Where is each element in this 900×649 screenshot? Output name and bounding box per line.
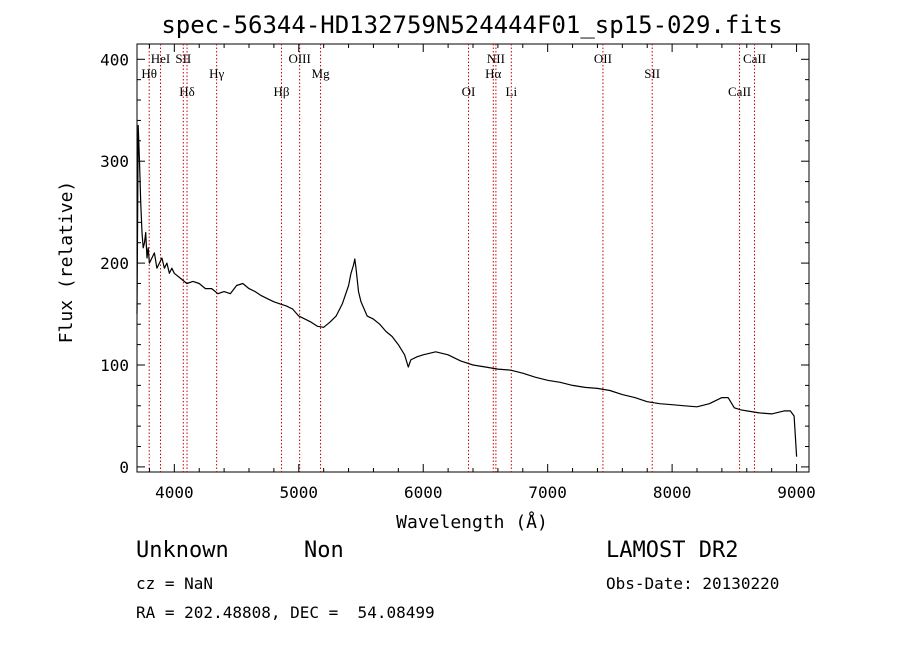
y-tick-label-1: 100: [100, 356, 129, 375]
line-label-11: Li: [506, 84, 518, 99]
x-tick-label-5: 9000: [777, 483, 816, 502]
x-tick-label-0: 4000: [155, 483, 194, 502]
object-subclass: Non: [304, 538, 344, 563]
x-axis: 4000 5000 6000 7000 8000 9000: [148, 44, 816, 502]
spectral-line-markers: [148, 44, 755, 472]
x-tick-label-4: 8000: [653, 483, 692, 502]
x-axis-label: Wavelength (Å): [396, 511, 548, 533]
x-tick-label-2: 6000: [404, 483, 443, 502]
line-label-10: Hα: [485, 66, 501, 81]
y-tick-label-0: 0: [119, 458, 129, 477]
spectrum-line: [136, 124, 798, 457]
plot-frame: [136, 43, 810, 473]
object-class: Unknown: [136, 538, 229, 563]
line-label-9: NII: [487, 51, 505, 66]
x-tick-label-1: 5000: [280, 483, 319, 502]
line-label-8: OI: [462, 84, 476, 99]
y-tick-label-4: 400: [100, 50, 129, 69]
survey-name: LAMOST DR2: [606, 538, 739, 563]
observation-date: Obs-Date: 20130220: [606, 574, 780, 593]
coordinates: RA = 202.48808, DEC = 54.08499: [136, 603, 435, 622]
line-label-13: SII: [644, 66, 660, 81]
x-tick-label-3: 7000: [528, 483, 567, 502]
chart-title: spec-56344-HD132759N524444F01_sp15-029.f…: [161, 11, 782, 39]
line-label-14: CaII: [728, 84, 751, 99]
y-tick-label-3: 300: [100, 152, 129, 171]
y-axis: 0 100 200 300 400: [100, 50, 809, 477]
redshift-value: cz = NaN: [136, 574, 214, 593]
line-label-15: CaII: [743, 51, 766, 66]
line-label-12: OII: [594, 51, 612, 66]
line-label-3: SII: [175, 51, 191, 66]
y-tick-label-2: 200: [100, 254, 129, 273]
line-label-7: Mg: [312, 66, 331, 81]
y-axis-label: Flux (relative): [56, 181, 77, 344]
line-label-4: Hγ: [209, 66, 224, 81]
line-label-1: Hθ: [141, 66, 157, 81]
line-label-0: HeI: [151, 51, 171, 66]
line-label-5: Hβ: [273, 84, 289, 99]
line-label-6: OIII: [288, 51, 310, 66]
line-label-2: Hδ: [179, 84, 195, 99]
